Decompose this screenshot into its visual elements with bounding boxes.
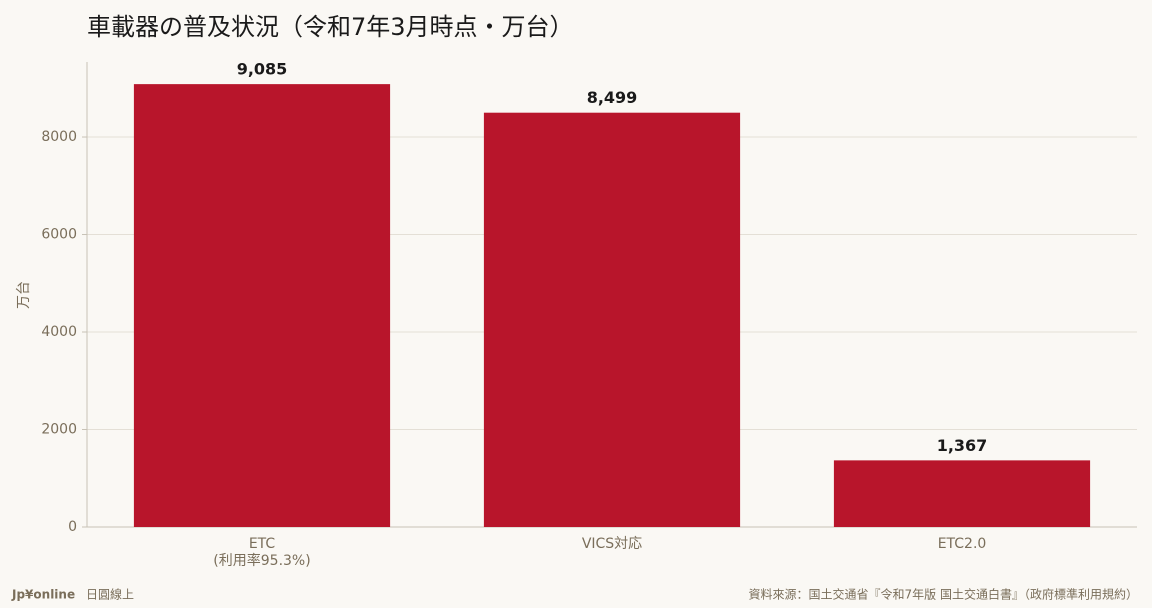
brand: Jp¥online bbox=[11, 588, 75, 602]
y-tick-label: 2000 bbox=[41, 422, 77, 438]
source: 資料來源：国土交通省『令和7年版 国土交通白書』（政府標準利用規約） bbox=[749, 587, 1138, 602]
x-tick-label: ETC2.0 bbox=[938, 536, 987, 552]
bar bbox=[833, 460, 1091, 527]
chart-title: 車載器の普及状況（令和7年3月時点・万台） bbox=[87, 13, 574, 41]
y-axis-label: 万台 bbox=[16, 281, 32, 309]
value-label: 1,367 bbox=[937, 436, 988, 455]
y-tick-label: 4000 bbox=[41, 324, 77, 340]
y-tick-label: 8000 bbox=[41, 129, 77, 145]
bar bbox=[483, 112, 741, 527]
value-label: 8,499 bbox=[587, 88, 638, 107]
bar bbox=[133, 84, 391, 527]
x-tick-label: VICS対応 bbox=[582, 536, 642, 552]
y-tick-label: 0 bbox=[68, 519, 77, 535]
value-label: 9,085 bbox=[237, 60, 288, 79]
x-tick-label: ETC (利用率95.3%) bbox=[213, 536, 310, 569]
y-tick-label: 6000 bbox=[41, 227, 77, 243]
brand-sub: 日圓線上 bbox=[86, 587, 134, 602]
